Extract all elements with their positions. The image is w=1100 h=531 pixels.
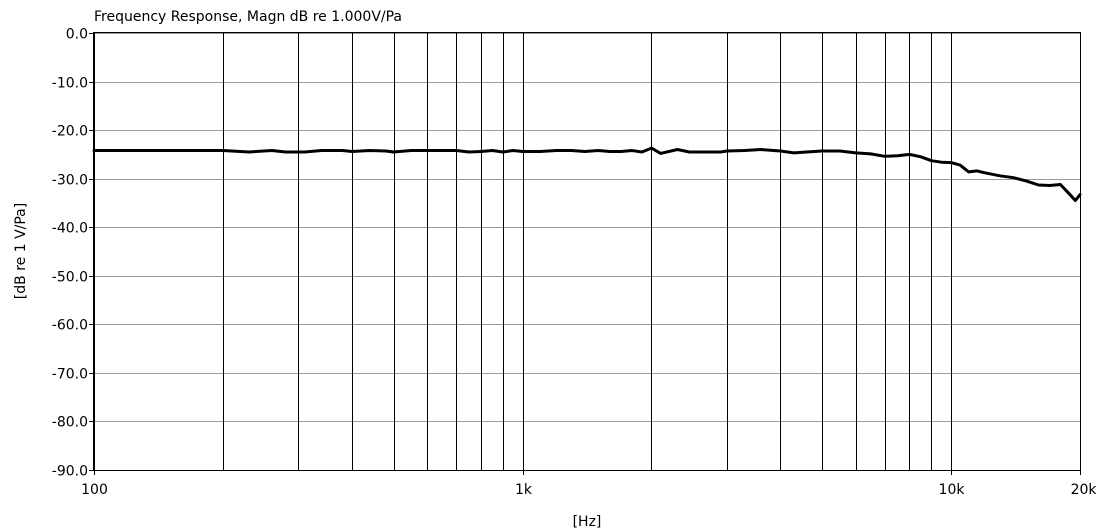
x-tick-label: 10k (939, 482, 966, 498)
series-layer (92, 146, 1082, 202)
x-tick-label: 100 (81, 482, 108, 498)
chart-title: Frequency Response, Magn dB re 1.000V/Pa (94, 9, 402, 25)
y-tick-label: -30.0 (52, 173, 88, 189)
y-tick-label: -50.0 (52, 270, 88, 286)
y-tick-label: -70.0 (52, 367, 88, 383)
y-tick-label: -40.0 (52, 221, 88, 237)
y-tick-label: -60.0 (52, 318, 88, 334)
tick-labels: 0.0 -10.0 -20.0 -30.0 -40.0 -50.0 -60.0 -70.0 -8… (52, 27, 1098, 499)
x-axis-label: [Hz] (573, 514, 602, 530)
y-tick-label: -10.0 (52, 76, 88, 92)
grid (89, 33, 1081, 475)
y-tick-label: -20.0 (52, 124, 88, 140)
y-tick-label: -90.0 (52, 464, 88, 480)
series-line (92, 146, 1082, 202)
y-tick-label: -80.0 (52, 415, 88, 431)
y-axis-label: [dB re 1 V/Pa] (13, 203, 29, 299)
plot-frame (93, 32, 1081, 471)
x-tick-label: 20k (1071, 482, 1098, 498)
y-tick-label: 0.0 (66, 27, 88, 43)
x-tick-label: 1k (515, 482, 533, 498)
